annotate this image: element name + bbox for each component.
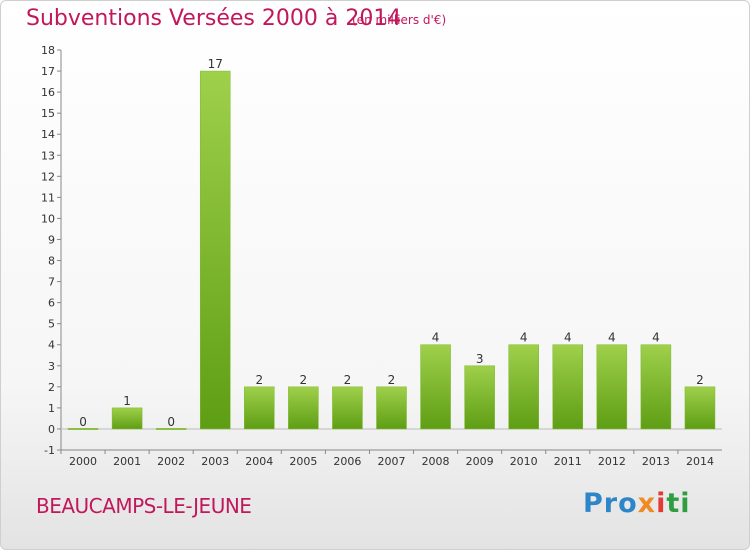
x-tick-label: 2000: [69, 455, 97, 468]
commune-name: BEAUCAMPS-LE-JEUNE: [36, 494, 252, 518]
logo-part-1: Pro: [583, 488, 638, 519]
y-tick-label: -1: [44, 444, 55, 457]
data-label-2014: 2: [696, 373, 704, 387]
y-tick-label: 1: [48, 402, 55, 415]
x-tick-label: 2004: [245, 455, 273, 468]
data-label-2003: 17: [208, 57, 223, 71]
x-tick-label: 2008: [422, 455, 450, 468]
data-label-2007: 2: [388, 373, 396, 387]
data-label-2010: 4: [520, 331, 528, 345]
bar-2012: [596, 344, 628, 430]
y-tick-label: 18: [41, 44, 55, 57]
x-tick-label: 2006: [333, 455, 361, 468]
bars-layer: [67, 70, 716, 430]
logo-part-2: x: [637, 488, 657, 519]
logo-part-4: ti: [666, 488, 691, 519]
data-label-2006: 2: [344, 373, 352, 387]
chart-title: Subventions Versées 2000 à 2014: [26, 6, 402, 31]
y-tick-label: 9: [48, 233, 55, 246]
y-tick-label: 8: [48, 255, 55, 268]
y-tick-label: 6: [48, 297, 55, 310]
bar-2001: [111, 407, 143, 430]
bar-2009: [464, 365, 495, 430]
chart-subtitle: (en milliers d'€): [352, 13, 447, 27]
proxiti-logo: Proxiti: [583, 488, 691, 519]
data-label-2002: 0: [167, 415, 175, 429]
bar-2004: [244, 386, 275, 430]
y-tick-label: 16: [41, 86, 55, 99]
x-tick-label: 2009: [466, 455, 494, 468]
x-tick-label: 2012: [598, 455, 626, 468]
data-label-2001: 1: [123, 394, 131, 408]
data-label-2012: 4: [608, 331, 616, 345]
bar-2003: [199, 70, 231, 430]
y-tick-label: 3: [48, 360, 55, 373]
x-tick-label: 2001: [113, 455, 141, 468]
bar-2002: [155, 428, 187, 430]
y-tick-label: 15: [41, 107, 55, 120]
x-tick-label: 2013: [642, 455, 670, 468]
y-tick-label: 17: [41, 65, 55, 78]
data-label-2004: 2: [255, 373, 263, 387]
data-label-2011: 4: [564, 331, 572, 345]
bar-2008: [420, 344, 451, 430]
bar-2011: [552, 344, 584, 430]
data-label-2013: 4: [652, 331, 660, 345]
y-tick-label: 12: [41, 170, 55, 183]
data-label-2005: 2: [300, 373, 308, 387]
bar-2010: [508, 344, 539, 430]
y-tick-label: 14: [41, 128, 55, 141]
bar-2007: [376, 386, 407, 430]
x-tick-label: 2011: [554, 455, 582, 468]
y-tick-label: 11: [41, 191, 55, 204]
x-tick-label: 2003: [201, 455, 229, 468]
bar-2013: [640, 344, 672, 430]
bar-2006: [332, 386, 363, 430]
bar-2005: [288, 386, 319, 430]
labels-layer: 0 1 0 17 2 2 2 2 4 3 4 4 4 4 2: [79, 57, 704, 429]
y-tick-label: 7: [48, 276, 55, 289]
data-label-2009: 3: [476, 352, 484, 366]
y-tick-label: 0: [48, 423, 55, 436]
x-tick-label: 2014: [686, 455, 714, 468]
x-tick-label: 2010: [510, 455, 538, 468]
bar-2000: [67, 428, 99, 430]
data-label-2000: 0: [79, 415, 87, 429]
y-tick-label: 4: [48, 339, 55, 352]
bar-2014: [684, 386, 716, 430]
y-tick-label: 2: [48, 381, 55, 394]
y-tick-label: 13: [41, 149, 55, 162]
x-tick-label: 2002: [157, 455, 185, 468]
y-tick-label: 5: [48, 318, 55, 331]
logo-part-3: i: [656, 488, 667, 519]
x-tick-label: 2007: [378, 455, 406, 468]
y-tick-label: 10: [41, 212, 55, 225]
x-tick-label: 2005: [289, 455, 317, 468]
data-label-2008: 4: [432, 331, 440, 345]
